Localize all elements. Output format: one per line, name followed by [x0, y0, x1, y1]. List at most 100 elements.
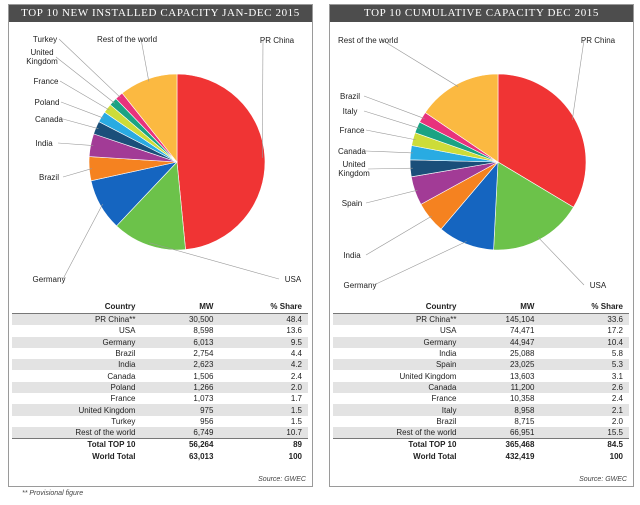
table-cell: 9.5	[213, 336, 308, 348]
leader-line-poland	[60, 101, 104, 119]
leader-line-united-kingdom	[55, 56, 116, 104]
slice-label-france: France	[34, 77, 59, 86]
new-capacity-pie-chart: PR China USA Germany Brazil India Canada Polan…	[26, 35, 302, 284]
table-cell: 5.3	[534, 359, 629, 371]
leader-line-germany	[62, 203, 103, 280]
slice-label-pr-china: PR China	[581, 36, 616, 45]
slice-label-poland: Poland	[35, 98, 60, 107]
table-cell: 6,749	[139, 426, 214, 439]
pie-slice-rest-of-the-world	[121, 73, 178, 163]
table-row: Italy 8,958 2.1	[333, 404, 629, 416]
table-cell: 15.5	[534, 426, 629, 439]
new-capacity-table: Country MW% Share PR China** 30,500 48.4 USA 8…	[12, 300, 308, 463]
table-cell: 89	[213, 438, 308, 452]
table-cell: 23,025	[460, 359, 535, 371]
leader-line-brazil	[62, 168, 92, 178]
table-cell: Rest of the world	[333, 426, 461, 439]
table-cell: PR China**	[12, 313, 140, 326]
table-cell: 84.5	[534, 438, 629, 452]
table-row: France 10,358 2.4	[333, 393, 629, 404]
table-cell: USA	[439, 326, 457, 336]
table-cell: 2,754	[193, 349, 214, 359]
table-cell: Canada	[107, 371, 136, 381]
table-row: Brazil 2,754 4.4	[12, 348, 308, 359]
table-cell: 13.6	[286, 326, 302, 336]
table-cell: 2.4	[290, 371, 302, 381]
table-row: Germany 6,013 9.5	[12, 336, 308, 348]
table-cell: 2.6	[534, 381, 629, 394]
slice-label-brazil: Brazil	[39, 173, 59, 182]
table-row: Brazil 8,715 2.0	[333, 416, 629, 427]
table-row: Rest of the world 66,951 15.5	[333, 426, 629, 439]
table-row: Germany 44,947 10.4	[333, 336, 629, 348]
leader-line-india	[365, 215, 433, 256]
table-cell: 8,958	[460, 404, 535, 416]
slice-label-spain: Spain	[342, 199, 362, 208]
table-total-row: World Total 432,419 100	[333, 451, 629, 463]
table-cell: 145,104	[460, 313, 535, 326]
table-cell: 2.0	[611, 416, 623, 426]
table-cell: Rest of the world	[12, 426, 140, 439]
table-row: Rest of the world 6,749 10.7	[12, 426, 308, 439]
table-row: PR China** 30,500 48.4	[12, 313, 308, 326]
table-cell: 1.5	[213, 404, 308, 416]
slice-label-united-kingdom: United Kingdom	[338, 160, 370, 178]
table-cell: PR China**	[333, 313, 461, 326]
slice-label-italy: Italy	[343, 107, 358, 116]
table-header-mw: MW	[139, 300, 214, 314]
table-cell: 100	[288, 452, 302, 462]
slice-label-brazil: Brazil	[340, 92, 360, 101]
table-header-share: % Share	[534, 300, 629, 314]
leader-line-spain	[365, 189, 418, 204]
pie-slice-rest-of-the-world	[424, 73, 499, 163]
table-cell: 13,603	[509, 371, 535, 381]
table-cell: France	[431, 394, 457, 404]
table-cell: 6,013	[139, 336, 214, 348]
table-cell: 33.6	[534, 313, 629, 326]
table-cell: India	[12, 359, 140, 371]
table-row: Turkey 956 1.5	[12, 416, 308, 427]
table-cell: 2.1	[534, 404, 629, 416]
table-cell: 8,715	[514, 416, 535, 426]
table-cell: 17.2	[607, 326, 623, 336]
table-cell: 1,506	[193, 371, 214, 381]
table-cell: 10.7	[213, 426, 308, 439]
chart-title: TOP 10 CUMULATIVE CAPACITY DEC 2015	[330, 5, 633, 22]
pie-slice-pr-china	[497, 73, 587, 208]
table-cell: Canada	[333, 381, 461, 394]
table-row: Poland 1,266 2.0	[12, 381, 308, 394]
table-cell: 11,200	[460, 381, 535, 394]
leader-line-germany	[373, 241, 467, 286]
leader-line-pr-china	[261, 39, 264, 158]
table-cell: 63,013	[188, 452, 214, 462]
pie-slice-pr-china	[176, 73, 266, 250]
table-row: USA 8,598 13.6	[12, 325, 308, 336]
table-cell: 48.4	[213, 313, 308, 326]
source-note: Source: GWEC	[579, 476, 627, 483]
pie-slice-usa	[493, 161, 574, 251]
cumulative-capacity-pie-chart: PR China USA Germany India Spain United Kingdo…	[338, 36, 616, 290]
slice-label-usa: USA	[285, 275, 302, 284]
table-cell: 2.4	[611, 394, 623, 404]
chart-title: TOP 10 NEW INSTALLED CAPACITY JAN-DEC 20…	[9, 5, 312, 22]
leader-line-italy	[363, 110, 420, 129]
slice-label-rest-of-the-world: Rest of the world	[338, 36, 398, 45]
table-cell: 30,500	[139, 313, 214, 326]
table-cell: Total TOP 10	[12, 438, 140, 452]
source-note: Source: GWEC	[258, 476, 306, 483]
leader-line-united-kingdom	[367, 167, 413, 170]
table-cell: Germany	[333, 336, 461, 348]
table-cell: USA	[118, 326, 136, 336]
table-cell: Brazil	[436, 416, 457, 426]
slice-label-france: France	[340, 126, 365, 135]
table-row: USA 74,471 17.2	[333, 325, 629, 336]
slice-label-canada: Canada	[35, 115, 64, 124]
table-cell: 56,264	[139, 438, 214, 452]
leader-line-rest-of-the-world	[381, 39, 459, 87]
table-cell: 3.1	[611, 371, 623, 381]
table-cell: 10,358	[509, 394, 535, 404]
table-row: United Kingdom 975 1.5	[12, 404, 308, 416]
table-cell: World Total	[92, 452, 136, 462]
table-cell: 1,073	[193, 394, 214, 404]
table-row: PR China** 145,104 33.6	[333, 313, 629, 326]
